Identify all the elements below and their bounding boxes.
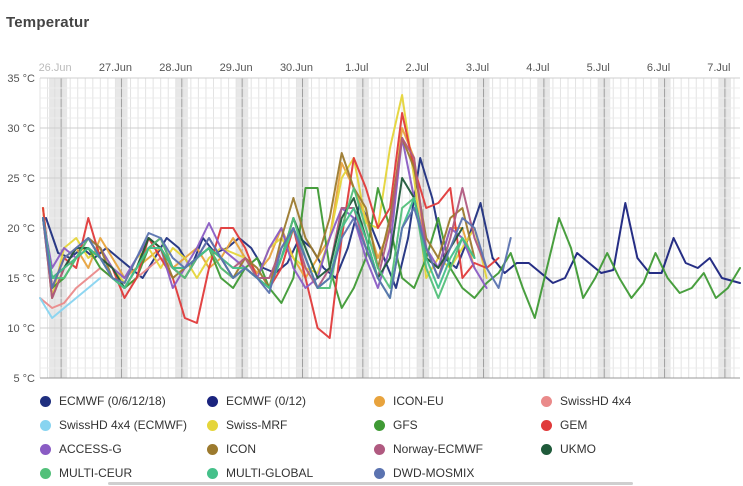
legend-label: DWD-MOSMIX <box>393 466 475 480</box>
legend-item[interactable]: SwissHD 4x4 <box>541 392 708 410</box>
legend-item[interactable]: SwissHD 4x4 (ECMWF) <box>40 416 207 434</box>
legend-item[interactable]: ICON-EU <box>374 392 541 410</box>
y-tick-label: 25 °C <box>7 173 35 185</box>
legend-label: ICON <box>226 442 256 456</box>
legend-label: ECMWF (0/6/12/18) <box>59 394 166 408</box>
legend-dot-icon <box>374 419 385 431</box>
chart-legend: ECMWF (0/6/12/18) ECMWF (0/12) ICON-EU Swis… <box>40 392 740 482</box>
chart-title: Temperatur <box>6 14 90 31</box>
legend-dot-icon <box>374 467 385 479</box>
legend-item[interactable]: Swiss-MRF <box>207 416 374 434</box>
x-tick-label: 2.Jul <box>406 62 429 74</box>
legend-label: UKMO <box>560 442 596 456</box>
y-tick-label: 15 °C <box>7 273 35 285</box>
y-tick-label: 20 °C <box>7 223 35 235</box>
legend-label: ECMWF (0/12) <box>226 394 307 408</box>
legend-label: GFS <box>393 418 418 432</box>
series-line <box>42 127 476 289</box>
legend-dot-icon <box>207 443 218 455</box>
legend-dot-icon <box>541 419 552 431</box>
legend-label: MULTI-GLOBAL <box>226 466 314 480</box>
legend-item[interactable]: GEM <box>541 416 708 434</box>
x-tick-label: 5.Jul <box>587 62 610 74</box>
legend-dot-icon <box>541 395 552 407</box>
legend-item[interactable]: Norway-ECMWF <box>374 440 541 458</box>
legend-dot-icon <box>541 443 552 455</box>
x-tick-label: 30.Jun <box>280 62 313 74</box>
legend-item[interactable]: GFS <box>374 416 541 434</box>
legend-item[interactable]: ICON <box>207 440 374 458</box>
x-tick-label: 4.Jul <box>526 62 549 74</box>
legend-dot-icon <box>40 467 51 479</box>
legend-dot-icon <box>40 443 51 455</box>
horizontal-scrollbar[interactable] <box>108 482 633 485</box>
legend-item[interactable]: DWD-MOSMIX <box>374 464 541 482</box>
legend-item[interactable]: MULTI-GLOBAL <box>207 464 374 482</box>
legend-dot-icon <box>374 395 385 407</box>
x-tick-label: 6.Jul <box>647 62 670 74</box>
x-tick-label: 28.Jun <box>159 62 192 74</box>
y-tick-label: 35 °C <box>7 73 35 85</box>
series-line <box>45 157 494 289</box>
legend-label: ICON-EU <box>393 394 444 408</box>
x-tick-label: 26.Jun <box>39 62 72 74</box>
legend-dot-icon <box>207 467 218 479</box>
x-tick-label: 3.Jul <box>466 62 489 74</box>
series-line <box>42 112 500 339</box>
legend-label: MULTI-CEUR <box>59 466 133 480</box>
legend-dot-icon <box>374 443 385 455</box>
legend-item[interactable]: ECMWF (0/6/12/18) <box>40 392 207 410</box>
legend-item[interactable]: ECMWF (0/12) <box>207 392 374 410</box>
legend-label: GEM <box>560 418 588 432</box>
legend-label: SwissHD 4x4 <box>560 394 632 408</box>
legend-dot-icon <box>40 419 51 431</box>
series-line <box>39 277 102 319</box>
legend-label: Norway-ECMWF <box>393 442 483 456</box>
x-tick-label: 29.Jun <box>220 62 253 74</box>
y-tick-label: 10 °C <box>7 323 35 335</box>
x-tick-label: 7.Jul <box>707 62 730 74</box>
legend-label: Swiss-MRF <box>226 418 288 432</box>
legend-label: ACCESS-G <box>59 442 122 456</box>
series-line <box>42 207 512 299</box>
legend-item[interactable]: ACCESS-G <box>40 440 207 458</box>
x-tick-label: 27.Jun <box>99 62 132 74</box>
legend-item[interactable]: MULTI-CEUR <box>40 464 207 482</box>
legend-dot-icon <box>207 419 218 431</box>
legend-label: SwissHD 4x4 (ECMWF) <box>59 418 187 432</box>
series-line <box>491 202 741 284</box>
x-tick-label: 1.Jul <box>345 62 368 74</box>
legend-dot-icon <box>40 395 51 407</box>
y-tick-label: 5 °C <box>13 373 35 385</box>
y-tick-label: 30 °C <box>7 123 35 135</box>
legend-item[interactable]: UKMO <box>541 440 708 458</box>
legend-dot-icon <box>207 395 218 407</box>
